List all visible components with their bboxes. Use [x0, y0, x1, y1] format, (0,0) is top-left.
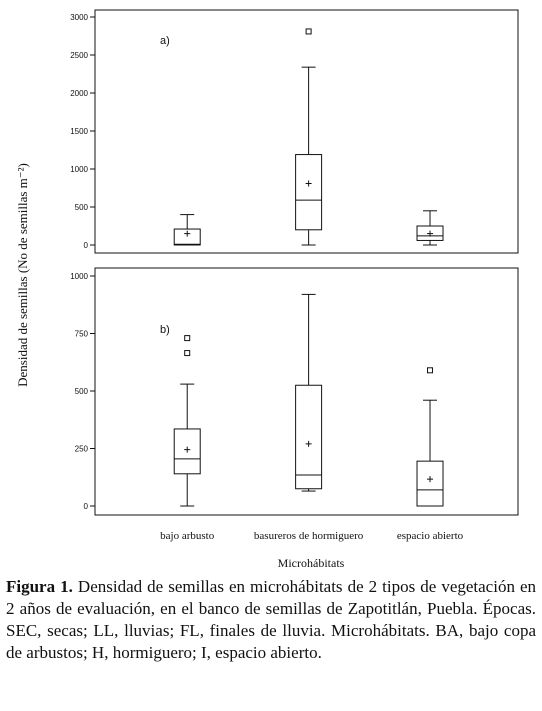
mean-marker	[184, 446, 191, 453]
box	[173, 228, 201, 246]
outlier	[184, 335, 191, 342]
outlier	[184, 350, 191, 357]
box	[295, 154, 323, 231]
caption-text: Densidad de semillas en microhábitats de…	[6, 577, 537, 662]
y-tick-label: 2500	[70, 51, 88, 60]
box	[416, 460, 444, 507]
y-tick-label: 2000	[70, 89, 88, 98]
x-tick-label: bajo arbusto	[160, 530, 215, 542]
y-tick-label: 1500	[70, 127, 88, 136]
y-tick-label: 500	[75, 203, 89, 212]
y-tick-label: 0	[84, 241, 89, 250]
y-tick-label: 0	[84, 502, 89, 511]
x-axis-label: Microhábitats	[278, 556, 345, 570]
outlier	[305, 28, 312, 35]
caption-label: Figura 1.	[6, 577, 73, 596]
y-tick-label: 3000	[70, 13, 88, 22]
y-tick-label: 1000	[70, 165, 88, 174]
caption: Figura 1. Densidad de semillas en microh…	[6, 576, 536, 664]
x-tick-label: espacio abierto	[397, 530, 464, 542]
x-tick-label: basureros de hormiguero	[254, 530, 364, 542]
mean-marker	[184, 230, 191, 237]
outlier	[427, 367, 434, 374]
y-tick-label: 1000	[70, 272, 88, 281]
mean-marker	[427, 476, 434, 483]
box	[295, 384, 323, 490]
mean-marker	[305, 440, 312, 447]
y-axis-label: Densidad de semillas (No de semillas m⁻²…	[15, 163, 30, 387]
panel-label: b)	[160, 324, 170, 336]
chart: Densidad de semillas (No de semillas m⁻²…	[15, 9, 519, 570]
y-tick-label: 250	[75, 445, 89, 454]
y-tick-label: 500	[75, 387, 89, 396]
y-tick-label: 750	[75, 330, 89, 339]
mean-marker	[427, 230, 434, 237]
panel-label: a)	[160, 35, 170, 47]
mean-marker	[305, 180, 312, 187]
